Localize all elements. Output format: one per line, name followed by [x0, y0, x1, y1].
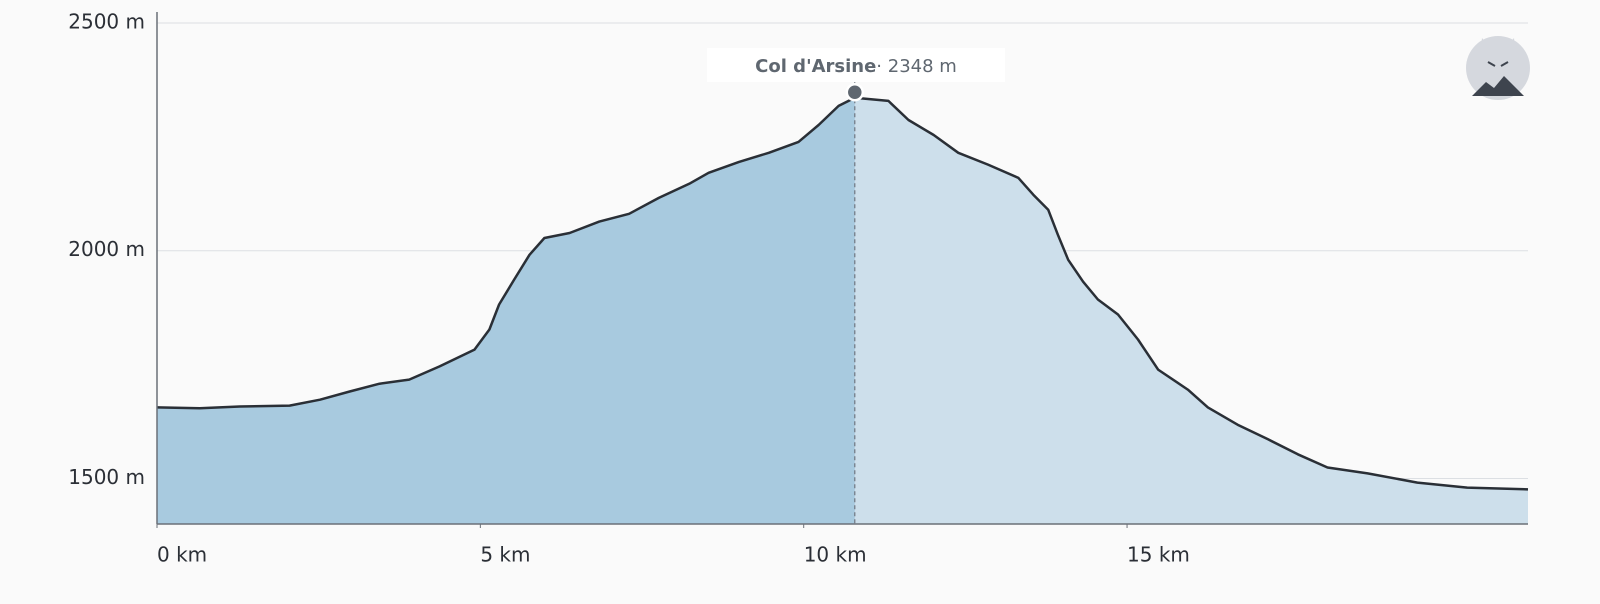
- elevation-line: [156, 96, 1529, 491]
- logo-ears: [1480, 38, 1516, 58]
- y-tick-label: 2500 m: [68, 10, 145, 34]
- y-tick-label: 2000 m: [68, 237, 145, 261]
- peak-marker: [845, 82, 865, 102]
- peak-label-box: [707, 48, 1005, 82]
- peak-name: Col d'Arsine: [755, 56, 876, 77]
- x-tick-label: 0 km: [157, 543, 207, 567]
- x-tick-label: 10 km: [804, 543, 867, 567]
- x-tick-label: 15 km: [1127, 543, 1190, 567]
- logo: [1466, 36, 1530, 100]
- x-tick-label: 5 km: [480, 543, 530, 567]
- peak-value-label: · 2348 m: [876, 56, 957, 77]
- progress-area: [157, 97, 855, 524]
- y-tick-label: 1500 m: [68, 465, 145, 489]
- peak-label: Col d'Arsine· 2348 m: [755, 56, 957, 77]
- logo-eyes: [1487, 61, 1509, 67]
- logo-mountain: [1472, 76, 1524, 96]
